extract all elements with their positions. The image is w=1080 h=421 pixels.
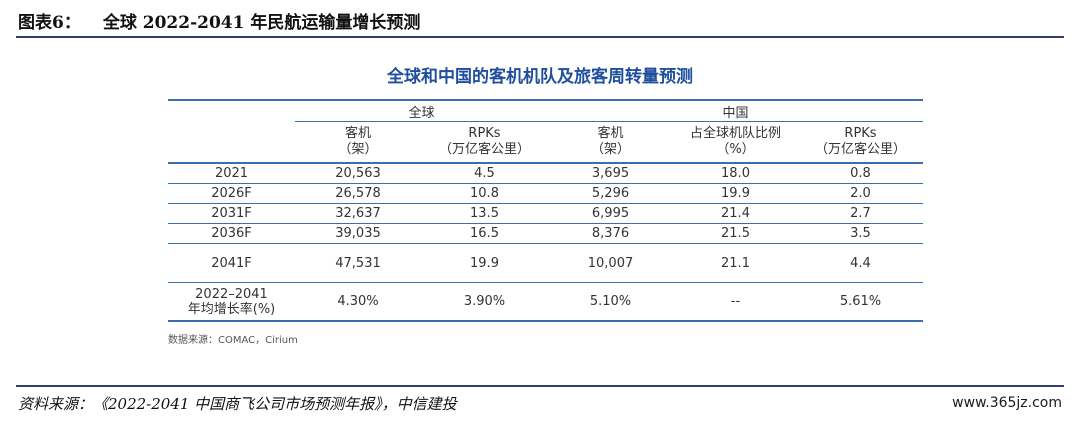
table-row: 2021 20,563 4.5 3,695 18.0 0.8 [168, 163, 923, 184]
table-title: 全球和中国的客机机队及旅客周转量预测 [387, 67, 693, 87]
figure-caption: 图表6： 全球 2022-2041 年民航运输量增长预测 [18, 8, 420, 33]
top-divider [16, 36, 1064, 38]
col-header-china-share: 占全球机队比例 （%） [673, 121, 798, 164]
report-source: 资料来源：《2022-2041 中国商飞公司市场预测年报》，中信建投 [18, 395, 457, 413]
growth-rate-row: 2022–2041 年均增长率(%) 4.30% 3.90% 5.10% -- 5… [168, 282, 923, 322]
group-china: 中国 [548, 99, 923, 122]
forecast-table: 全球 中国 客机 （架） RPKs （万亿客公里） 客机 （架） 占全球机队比例 （%）… [168, 99, 923, 322]
figure-label: 图表6： [18, 13, 81, 33]
group-header-row: 全球 中国 [168, 99, 923, 122]
col-header-global-rpks: RPKs （万亿客公里） [421, 121, 548, 164]
group-global: 全球 [295, 99, 548, 122]
growth-rate-label: 2022–2041 年均增长率(%) [168, 282, 295, 322]
watermark-text: www.365jz.com [952, 395, 1062, 411]
column-header-row: 客机 （架） RPKs （万亿客公里） 客机 （架） 占全球机队比例 （%） RPKs （… [168, 121, 923, 164]
table-row: 2031F 32,637 13.5 6,995 21.4 2.7 [168, 203, 923, 224]
figure-title: 全球 2022-2041 年民航运输量增长预测 [102, 13, 421, 33]
col-header-global-aircraft: 客机 （架） [295, 121, 421, 164]
col-header-china-aircraft: 客机 （架） [548, 121, 673, 164]
data-source-note: 数据来源：COMAC，Cirium [168, 335, 298, 346]
table-row: 2026F 26,578 10.8 5,296 19.9 2.0 [168, 183, 923, 204]
bottom-divider [16, 385, 1064, 387]
table-row: 2041F 47,531 19.9 10,007 21.1 4.4 [168, 243, 923, 283]
col-header-china-rpks: RPKs （万亿客公里） [798, 121, 923, 164]
table-row: 2036F 39,035 16.5 8,376 21.5 3.5 [168, 223, 923, 244]
